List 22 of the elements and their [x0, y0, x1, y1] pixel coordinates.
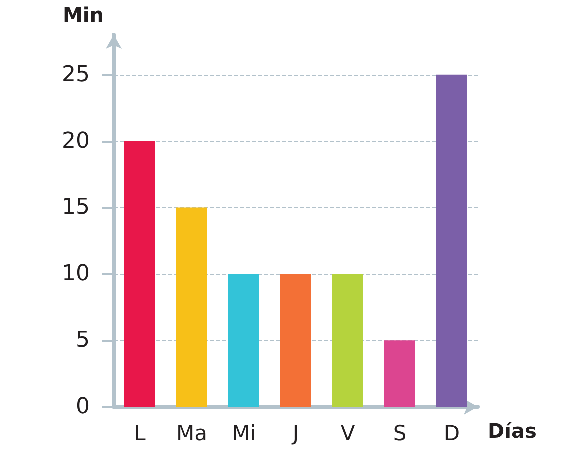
- bar: [176, 208, 208, 407]
- x-tick-label: D: [444, 422, 460, 446]
- x-tick-label: V: [340, 422, 356, 446]
- y-tick-label: 20: [62, 128, 90, 154]
- y-tick-label: 25: [62, 62, 90, 88]
- bar: [332, 274, 364, 407]
- y-tick-label: 15: [62, 195, 90, 220]
- y-tick-label: 0: [76, 394, 90, 420]
- x-axis-title: Días: [488, 419, 537, 443]
- y-tick-label: 10: [62, 262, 90, 287]
- bar: [436, 74, 468, 407]
- x-tick-label: S: [393, 422, 407, 446]
- bar: [384, 340, 416, 407]
- bar: [124, 141, 156, 407]
- x-tick-label: J: [290, 422, 300, 446]
- x-tick-label: L: [134, 422, 146, 446]
- x-tick-label: Mi: [232, 422, 256, 446]
- bar: [228, 274, 260, 407]
- y-axis-title: Min: [63, 3, 104, 27]
- bar: [280, 274, 312, 407]
- x-tick-label: Ma: [176, 422, 208, 446]
- y-tick-label: 5: [76, 328, 90, 354]
